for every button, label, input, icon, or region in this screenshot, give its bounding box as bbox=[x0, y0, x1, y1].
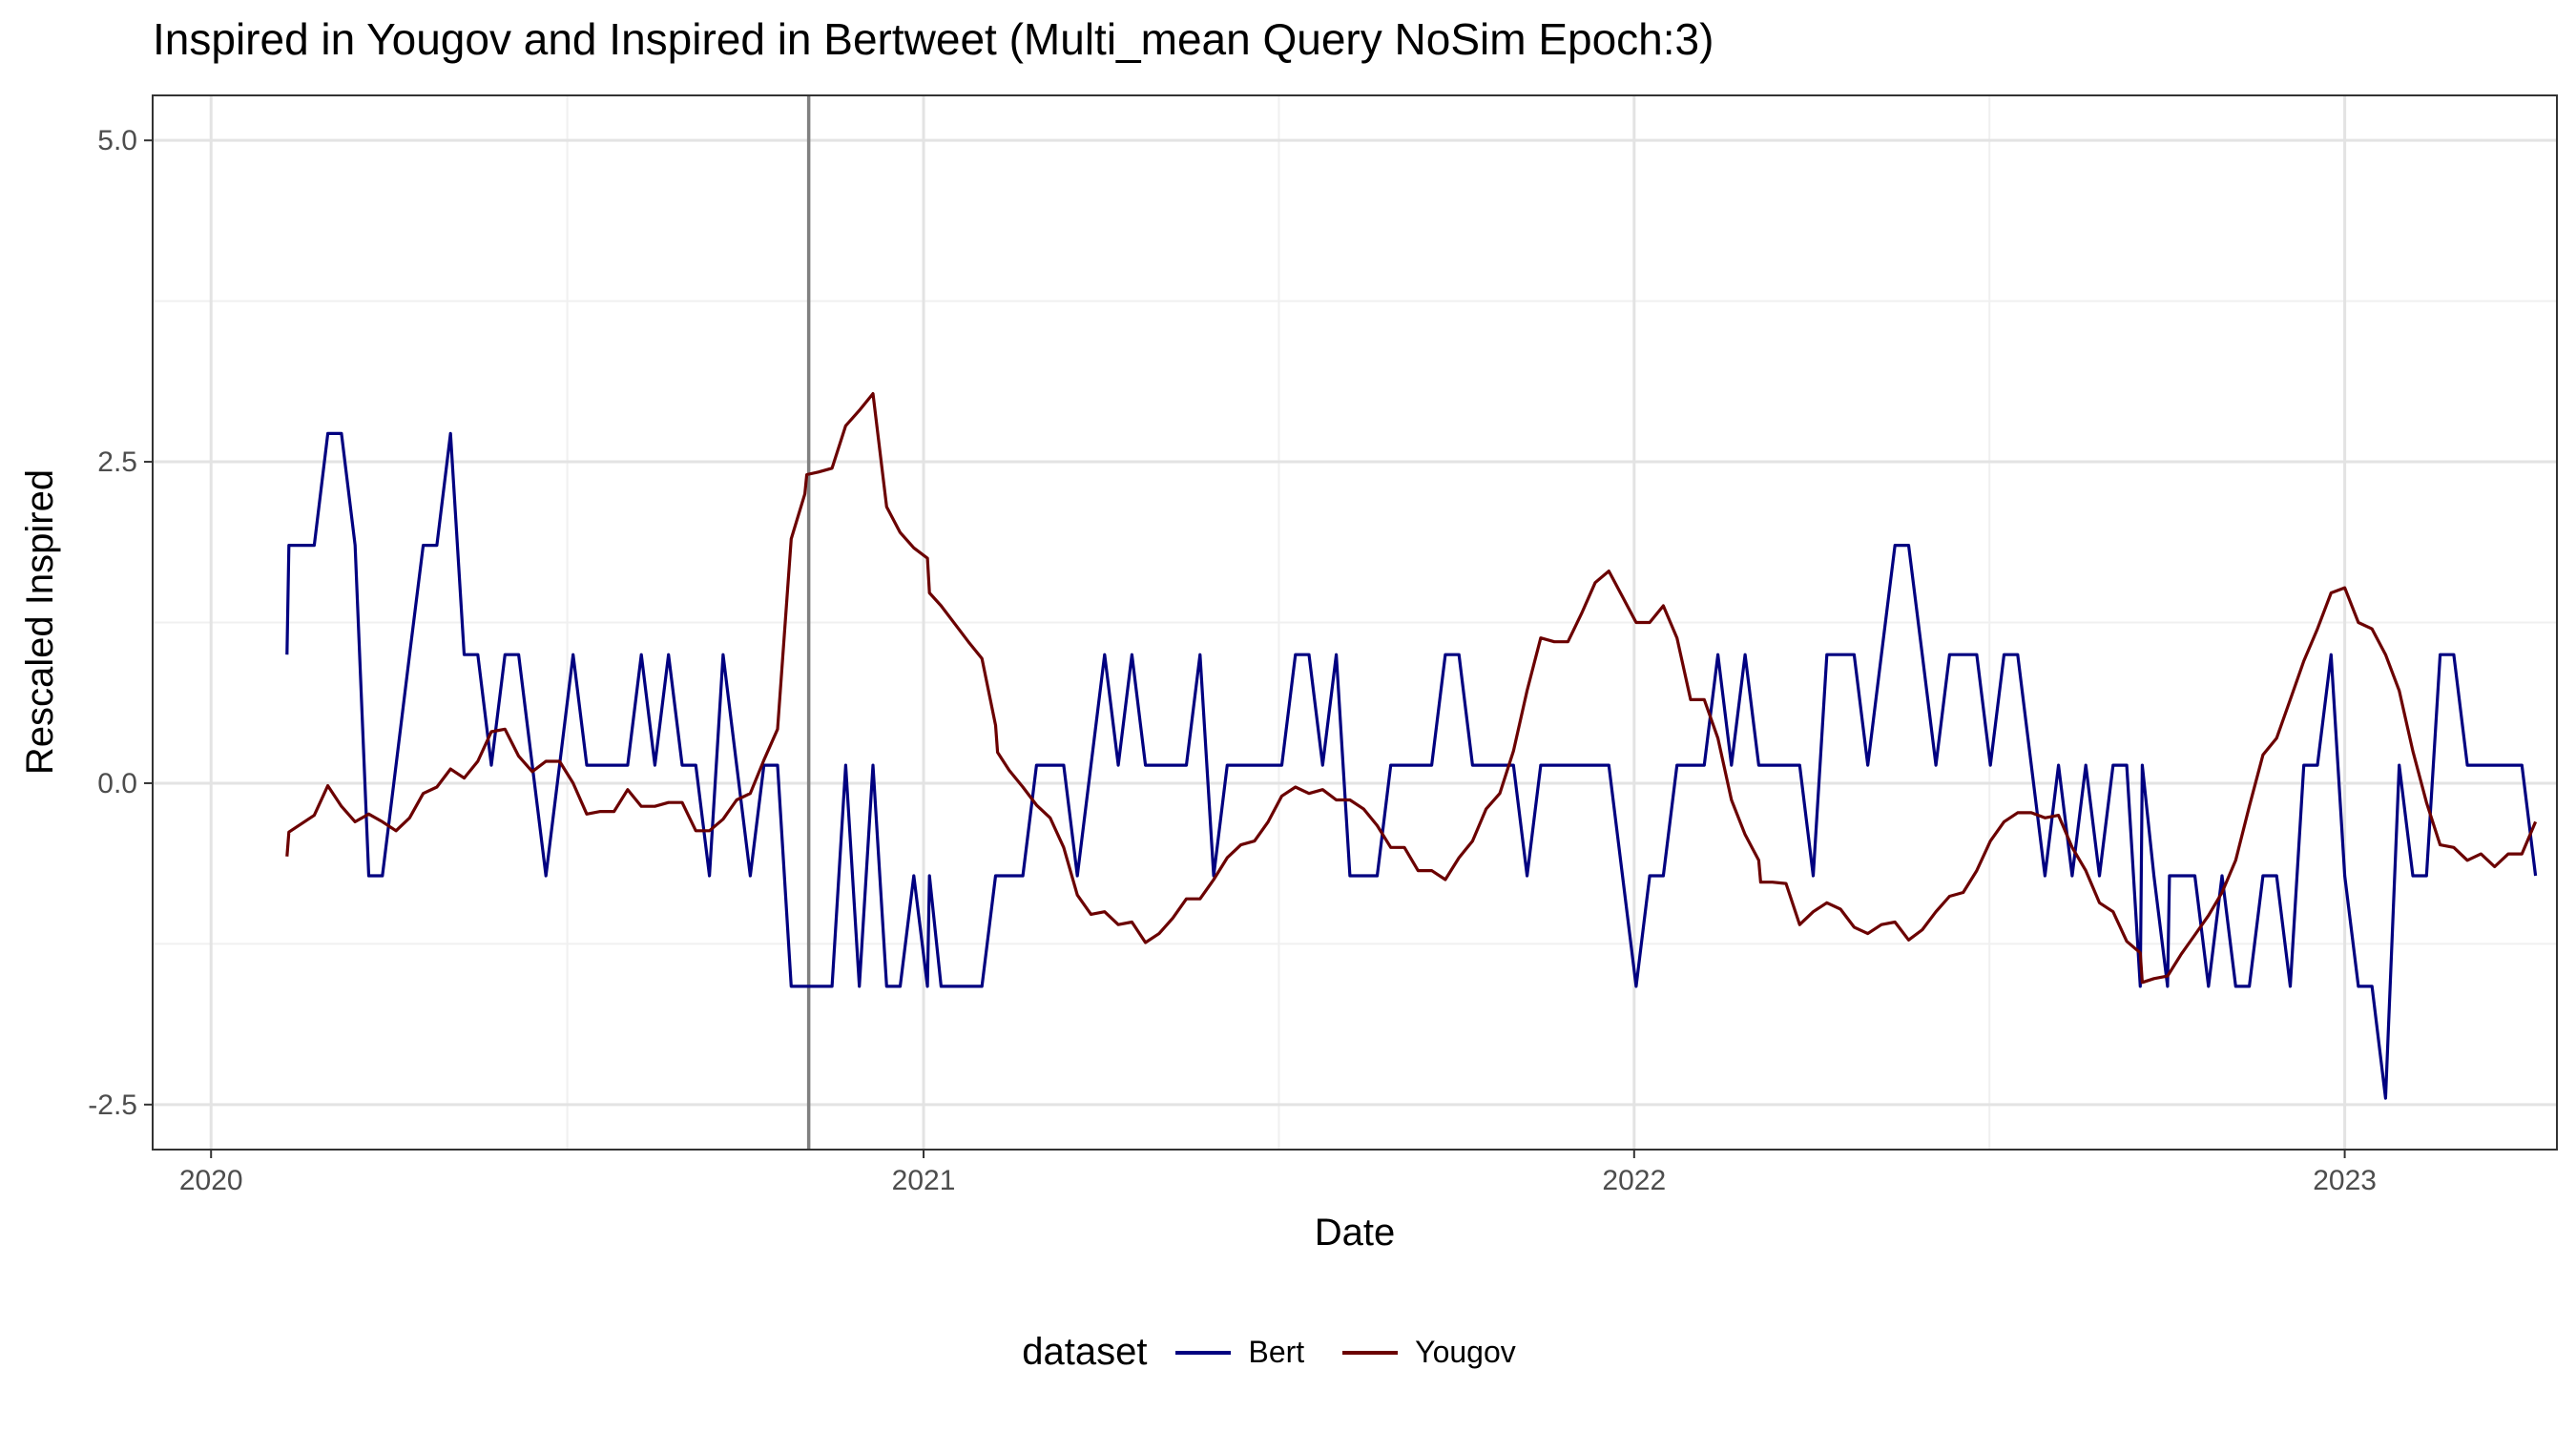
y-tick-label: 2.5 bbox=[97, 446, 137, 478]
x-tick-label: 2021 bbox=[892, 1165, 956, 1196]
legend-title: dataset bbox=[1022, 1331, 1148, 1373]
x-tick-label: 2023 bbox=[2313, 1165, 2377, 1196]
series-layer bbox=[285, 392, 2538, 1100]
chart-title: Inspired in Yougov and Inspired in Bertw… bbox=[153, 14, 1714, 64]
y-tick-label: 5.0 bbox=[97, 125, 137, 156]
y-tick-label: 0.0 bbox=[97, 768, 137, 799]
legend-item-yougov: Yougov bbox=[1342, 1335, 1516, 1370]
legend-key-bert bbox=[1175, 1350, 1232, 1355]
y-tick-label: -2.5 bbox=[88, 1089, 137, 1121]
legend-label-bert: Bert bbox=[1248, 1335, 1305, 1369]
grid-layer bbox=[153, 95, 2557, 1150]
panel-border bbox=[152, 94, 2558, 1151]
y-axis-title: Rescaled Inspired bbox=[19, 469, 61, 775]
x-tick-label: 2020 bbox=[179, 1165, 243, 1196]
series-line-bert bbox=[285, 431, 2538, 1100]
x-tick-label: 2022 bbox=[1602, 1165, 1666, 1196]
legend-label-yougov: Yougov bbox=[1415, 1335, 1516, 1369]
legend: dataset Bert Yougov bbox=[0, 1331, 2576, 1374]
axis-layer: -2.5 0.0 2.5 5.0 2020 2021 2022 2023 bbox=[88, 125, 2377, 1196]
legend-item-bert: Bert bbox=[1175, 1335, 1304, 1370]
x-axis-title: Date bbox=[1315, 1212, 1396, 1254]
series-line-yougov bbox=[285, 392, 2538, 985]
legend-key-yougov bbox=[1342, 1350, 1399, 1355]
